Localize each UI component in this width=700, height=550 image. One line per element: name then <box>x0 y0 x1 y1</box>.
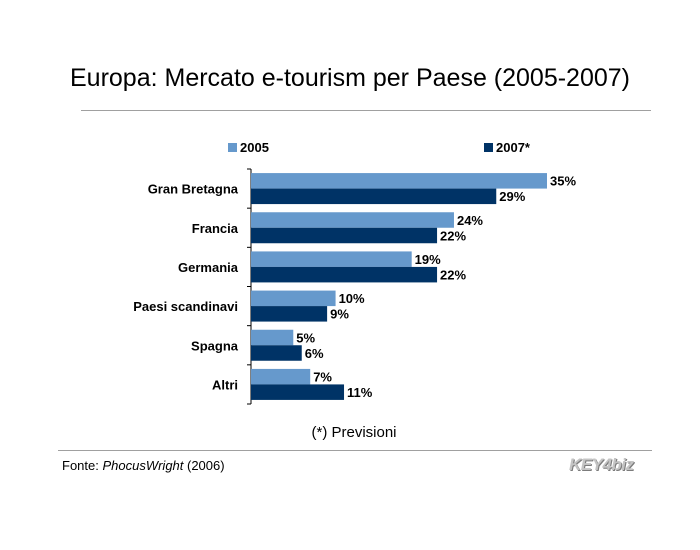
key4biz-logo: KEY4biz <box>569 455 634 474</box>
bar-2007 <box>251 188 497 205</box>
data-label: 10% <box>339 291 365 306</box>
bar-2005 <box>251 173 547 189</box>
legend-swatch-1 <box>484 143 493 152</box>
source-suffix: (2006) <box>183 458 225 473</box>
legend-label-1: 2007* <box>496 140 531 155</box>
category-label: Paesi scandinavi <box>133 299 238 314</box>
bar-2005 <box>251 212 454 228</box>
category-label: Spagna <box>191 338 239 353</box>
category-label: Gran Bretagna <box>148 182 239 197</box>
data-label: 29% <box>499 189 525 204</box>
data-label: 19% <box>415 252 441 267</box>
bar-2005 <box>251 368 311 385</box>
category-label: Germania <box>178 260 239 275</box>
category-label: Francia <box>192 221 239 236</box>
footnote: (*) Previsioni <box>311 424 397 441</box>
bar-2007 <box>251 266 438 283</box>
bar-2007 <box>251 227 438 244</box>
data-label: 24% <box>457 213 483 228</box>
bar-2007 <box>251 384 345 400</box>
source-name: PhocusWright <box>102 458 184 473</box>
data-label: 22% <box>440 228 466 243</box>
bar-2005 <box>251 251 412 267</box>
data-label: 5% <box>296 330 315 345</box>
source-prefix: Fonte: <box>62 458 103 473</box>
bar-chart: 2005 2007*Gran Bretagna35%29%Francia24%22… <box>133 140 576 405</box>
title-divider <box>81 110 651 111</box>
bar-2007 <box>251 306 328 322</box>
bar-2005 <box>251 329 294 346</box>
data-label: 35% <box>550 174 576 189</box>
bar-2007 <box>251 345 302 361</box>
footer-divider <box>58 450 652 451</box>
data-label: 6% <box>305 346 324 361</box>
legend-swatch-0 <box>228 143 237 152</box>
source-note: Fonte: PhocusWright (2006) <box>62 458 225 473</box>
data-label: 11% <box>347 385 373 400</box>
chart-title: Europa: Mercato e-tourism per Paese (200… <box>69 64 630 92</box>
data-label: 7% <box>313 369 332 384</box>
data-label: 22% <box>440 267 466 282</box>
category-label: Altri <box>212 377 238 392</box>
bar-2005 <box>251 290 336 307</box>
data-label: 9% <box>330 307 349 322</box>
legend-label-0: 2005 <box>240 140 269 155</box>
